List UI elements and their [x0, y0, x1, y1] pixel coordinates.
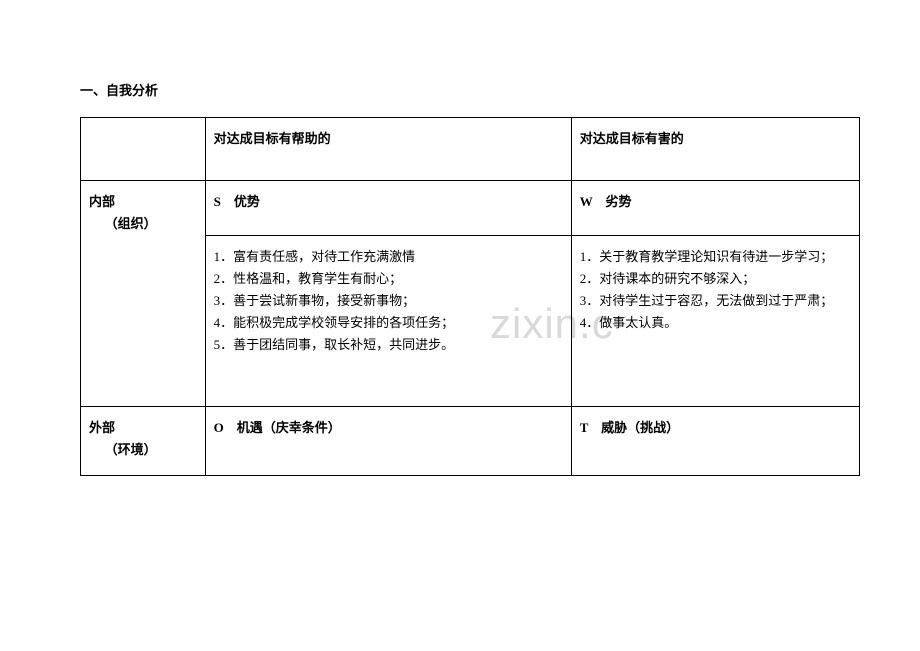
strength-list: 1．富有责任感，对待工作充满激情 2．性格温和，教育学生有耐心； 3．善于尝试新… — [214, 246, 563, 356]
section-heading: 一、自我分析 — [80, 80, 860, 99]
strengths-label: S 优势 — [205, 181, 571, 236]
strength-item: 5．善于团结同事，取长补短，共同进步。 — [214, 334, 563, 356]
external-line1: 外部 — [89, 420, 115, 435]
external-label-row: 外部 （环境） O 机遇（庆幸条件） T 威胁（挑战） — [81, 407, 860, 476]
strength-item: 2．性格温和，教育学生有耐心； — [214, 268, 563, 290]
strength-item: 4．能积极完成学校领导安排的各项任务； — [214, 312, 563, 334]
internal-line2: （组织） — [105, 216, 157, 231]
internal-line1: 内部 — [89, 194, 115, 209]
opportunities-label: O 机遇（庆幸条件） — [205, 407, 571, 476]
strength-item: 3．善于尝试新事物，接受新事物； — [214, 290, 563, 312]
strength-item: 1．富有责任感，对待工作充满激情 — [214, 246, 563, 268]
strengths-cell: 1．富有责任感，对待工作充满激情 2．性格温和，教育学生有耐心； 3．善于尝试新… — [205, 236, 571, 407]
table-header-row: 对达成目标有帮助的 对达成目标有害的 — [81, 118, 860, 181]
internal-label-row: 内部 （组织） S 优势 W 劣势 — [81, 181, 860, 236]
weaknesses-cell: 1．关于教育教学理论知识有待进一步学习； 2．对待课本的研究不够深入； 3．对待… — [571, 236, 859, 407]
weakness-item: 1．关于教育教学理论知识有待进一步学习； — [580, 246, 851, 268]
weakness-item: 2．对待课本的研究不够深入； — [580, 268, 851, 290]
header-cell-helpful: 对达成目标有帮助的 — [205, 118, 571, 181]
header-cell-empty — [81, 118, 206, 181]
external-row-label: 外部 （环境） — [81, 407, 206, 476]
weakness-item: 4．做事太认真。 — [580, 312, 851, 334]
external-line2: （环境） — [105, 442, 157, 457]
weakness-item: 3．对待学生过于容忍，无法做到过于严肃； — [580, 290, 851, 312]
weakness-list: 1．关于教育教学理论知识有待进一步学习； 2．对待课本的研究不够深入； 3．对待… — [580, 246, 851, 334]
internal-row-label: 内部 （组织） — [81, 181, 206, 407]
header-cell-harmful: 对达成目标有害的 — [571, 118, 859, 181]
swot-table: 对达成目标有帮助的 对达成目标有害的 内部 （组织） S 优势 W 劣势 1．富… — [80, 117, 860, 476]
weaknesses-label: W 劣势 — [571, 181, 859, 236]
threats-label: T 威胁（挑战） — [571, 407, 859, 476]
